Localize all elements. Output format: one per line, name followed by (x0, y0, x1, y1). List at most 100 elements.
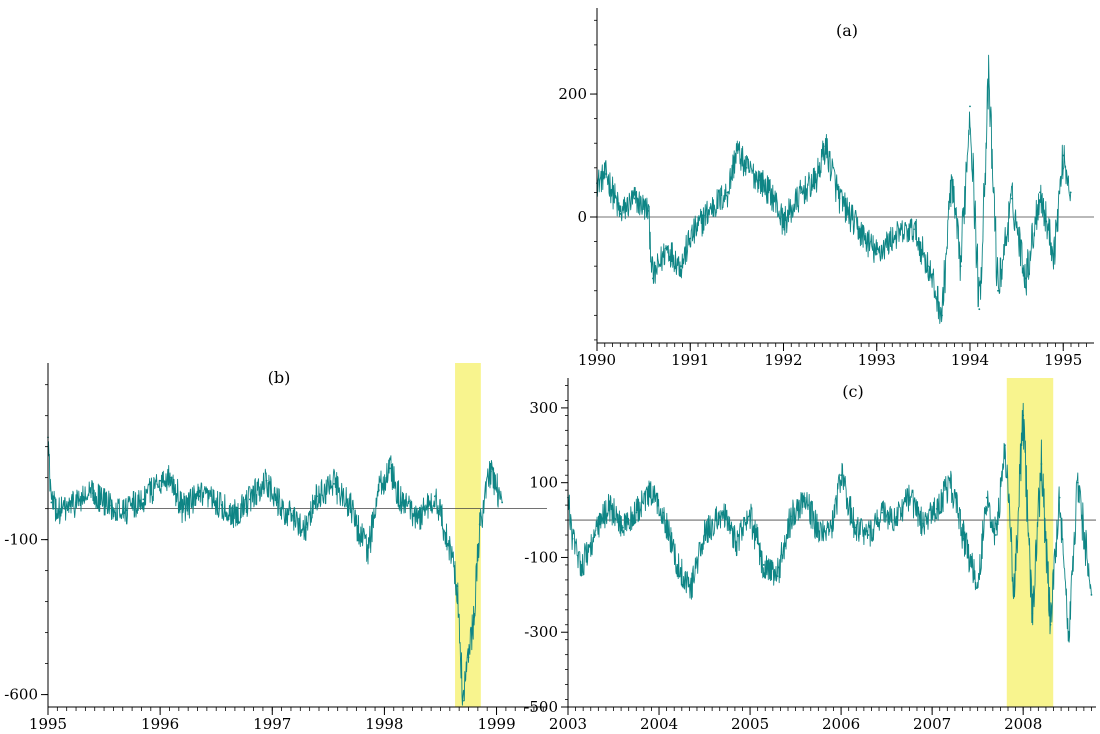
data-point (400, 501, 403, 504)
data-point (652, 277, 654, 280)
data-point (676, 564, 679, 566)
panel-title-c: (c) (842, 382, 863, 401)
data-point (941, 314, 943, 317)
data-point (815, 179, 818, 182)
y-tick-label: 100 (529, 474, 558, 492)
data-point (857, 228, 859, 231)
data-point (159, 479, 162, 482)
y-tick-label: -100 (4, 531, 38, 549)
data-point (619, 213, 622, 215)
data-point (633, 197, 636, 200)
data-point (647, 209, 650, 212)
x-tick-label: 2008 (1004, 715, 1042, 733)
data-point (1090, 593, 1093, 596)
data-point (1067, 631, 1070, 634)
data-point (817, 530, 820, 533)
panel-b: 1995 1996 1997 1998 1999 -100 -600 (b) (4, 363, 547, 733)
data-point (908, 496, 911, 499)
data-point (840, 474, 843, 477)
data-point (978, 308, 981, 311)
data-point (265, 479, 268, 482)
data-point (1062, 154, 1065, 157)
data-point (735, 148, 738, 151)
x-tick-label: 2007 (913, 715, 951, 733)
data-point (894, 234, 897, 237)
data-point (445, 532, 447, 535)
data-point (649, 492, 651, 495)
data-point (1069, 191, 1072, 194)
data-point (478, 523, 481, 526)
data-point (776, 575, 779, 578)
data-point (969, 105, 971, 108)
x-tick-label: 1993 (858, 351, 896, 369)
data-point (935, 507, 938, 510)
data-point (913, 228, 915, 231)
x-tick-label: 1994 (951, 351, 989, 369)
data-point (276, 501, 279, 504)
data-point (662, 511, 665, 514)
data-point (894, 519, 897, 521)
data-point (594, 534, 597, 536)
x-tick-label: 2004 (640, 715, 678, 733)
data-point (142, 498, 145, 501)
data-point (248, 498, 251, 501)
data-point (170, 476, 173, 479)
panel-title-b: (b) (268, 368, 291, 387)
data-point (703, 534, 706, 536)
panel-title-a: (a) (836, 21, 858, 40)
data-point (959, 265, 962, 268)
data-point (985, 496, 988, 499)
data-point (580, 564, 583, 566)
data-point (1022, 414, 1025, 417)
series-trace-a (596, 54, 1072, 324)
data-point (875, 252, 878, 255)
data-point (608, 504, 610, 507)
data-point (433, 495, 436, 498)
data-point (666, 246, 668, 249)
x-tick-label: 1996 (141, 715, 179, 733)
data-point (316, 495, 319, 498)
data-point (389, 467, 391, 470)
data-point (949, 481, 952, 484)
data-point (1049, 623, 1052, 626)
data-point (1013, 593, 1015, 596)
data-point (215, 501, 218, 504)
data-point (1039, 191, 1041, 194)
data-point (1076, 481, 1079, 484)
data-point (501, 501, 504, 504)
data-point (721, 511, 724, 514)
data-point (571, 537, 574, 540)
data-point (75, 501, 77, 504)
data-point (963, 537, 965, 540)
panel-a: 1990 1991 1992 1993 1994 1995 200 0 (a) (558, 8, 1094, 369)
data-point (831, 526, 833, 529)
series-trace-b (47, 440, 503, 706)
data-point (1040, 463, 1043, 465)
data-point (1053, 252, 1055, 255)
data-point (1058, 496, 1061, 499)
x-tick-label: 2003 (549, 715, 587, 733)
data-point (922, 522, 924, 525)
data-point (490, 470, 492, 473)
data-point (1004, 444, 1006, 447)
x-tick-label: 1999 (477, 715, 515, 733)
data-point (782, 222, 785, 225)
data-point (707, 209, 710, 212)
y-tick-label: -600 (4, 686, 38, 704)
series-trace-c (567, 402, 1092, 643)
data-point (759, 179, 762, 182)
x-tick-label: 1997 (253, 715, 291, 733)
data-point (349, 507, 352, 510)
data-point (1011, 197, 1013, 200)
data-point (473, 616, 476, 619)
x-tick-label: 1992 (764, 351, 802, 369)
data-point (333, 482, 335, 485)
y-tick-label: 0 (577, 208, 587, 226)
data-point (838, 197, 841, 200)
x-tick-label: 1991 (671, 351, 709, 369)
data-point (689, 586, 692, 589)
data-point (305, 526, 307, 529)
data-point (801, 191, 804, 194)
data-point (232, 513, 234, 516)
x-tick-label: 1995 (1044, 351, 1082, 369)
